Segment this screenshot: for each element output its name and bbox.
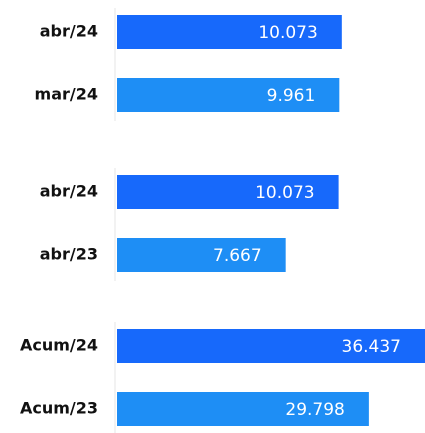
value-label: 29.798 [285,400,344,420]
category-label: abr/24 [40,22,98,41]
value-label: 36.437 [342,337,401,357]
bar [117,238,286,272]
category-label: abr/23 [40,245,98,264]
value-label: 7.667 [213,246,262,266]
value-label: 9.961 [267,86,316,106]
value-label: 10.073 [258,23,317,43]
category-label: abr/24 [40,182,98,201]
value-label: 10.073 [255,183,314,203]
category-label: mar/24 [35,85,98,104]
bar [117,15,342,49]
category-label: Acum/23 [20,399,98,418]
bar [117,78,340,112]
category-label: Acum/24 [20,336,98,355]
bar [117,175,339,209]
bar [117,329,425,363]
bar [117,392,369,426]
